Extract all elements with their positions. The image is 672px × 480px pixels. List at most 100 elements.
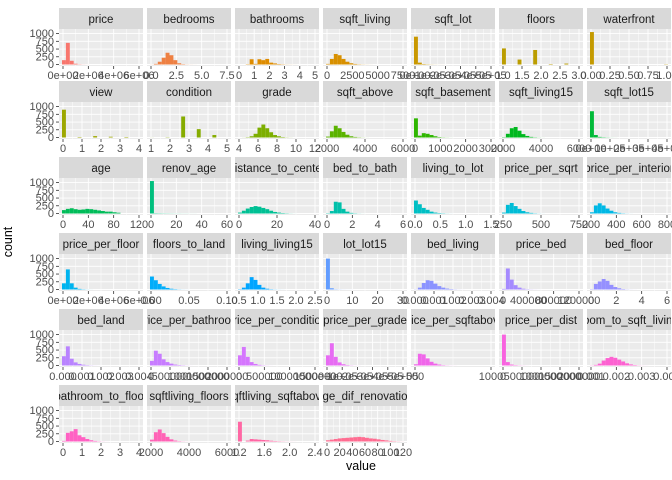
x-tick-label: 40 (82, 219, 94, 231)
histogram-bar (502, 212, 506, 214)
facet-strip-label: age_dif_renovation (316, 391, 414, 403)
y-tick-label: 0 (48, 132, 54, 144)
histogram-bar (329, 288, 334, 290)
facet-strip (59, 233, 143, 254)
histogram-bar (353, 136, 358, 138)
x-tick-label: 1e+05 (595, 143, 626, 155)
histogram-bar (329, 439, 334, 442)
facet-strip-label: price_per_floor (63, 239, 140, 251)
facet-lot-lot15: lot_lot15 0 10 20 30 (323, 233, 409, 307)
facet-strip-label: view (89, 87, 113, 99)
histogram-bar (150, 439, 154, 442)
y-tick-label: 750 (36, 413, 54, 425)
y-tick-label: 1000 (30, 28, 54, 40)
x-tick-label: 1 (79, 447, 85, 459)
histogram-bar (529, 136, 534, 138)
histogram-bar (65, 346, 70, 366)
histogram-bar (77, 288, 82, 290)
y-tick-label: 750 (36, 337, 54, 349)
histogram-bar (241, 346, 246, 366)
facet-strip-label: age (91, 163, 110, 175)
x-tick-label: 1.5 (514, 70, 529, 82)
x-tick-label: 4 (639, 295, 645, 307)
histogram-bar (597, 203, 602, 214)
facet-bed-to-bath: bed_to_bath 0 2 4 6 (323, 157, 407, 231)
histogram-bar (597, 363, 602, 366)
x-tick-label: 2000000 (206, 371, 249, 383)
facet-strip-label: price (89, 14, 114, 26)
y-tick-label: 750 (36, 109, 54, 121)
x-tick-label: 0.004 (125, 371, 153, 383)
histogram-bar (525, 135, 530, 138)
histogram-bar (93, 136, 98, 138)
histogram-bar (257, 439, 262, 442)
histogram-bar (81, 209, 86, 214)
y-tick-label: 250 (36, 428, 54, 440)
histogram-bar (357, 436, 362, 442)
histogram-bar (261, 207, 266, 214)
histogram-bar (505, 362, 510, 366)
y-axis-title: count (1, 226, 15, 257)
histogram-bar (437, 364, 442, 366)
x-tick-label: 2000 (315, 143, 339, 155)
histogram-bar (173, 364, 178, 366)
x-tick-label: 500000 (504, 371, 541, 383)
x-tick-label: 6 (255, 143, 261, 155)
x-tick-label: 2 (98, 447, 104, 459)
x-tick-label: 4000 (529, 143, 553, 155)
facet-strip-label: living_living15 (241, 239, 313, 251)
x-tick-label: 0e+00 (400, 70, 431, 82)
x-tick-label: 2.5 (307, 295, 322, 307)
x-tick-label: 4000 (353, 143, 377, 155)
y-tick-label: 500 (36, 193, 54, 205)
x-tick-label: 0e+00 (312, 371, 343, 383)
y-tick-label: 0 (48, 208, 54, 220)
histogram-bar (349, 63, 354, 65)
y-tick-label: 250 (36, 124, 54, 136)
y-tick-label: 500 (36, 269, 54, 281)
x-tick-label: 3000 (479, 143, 503, 155)
facet-strip-label: sqft_above (337, 87, 393, 99)
x-tick-label: 4e+05 (460, 70, 491, 82)
facet-strip (499, 8, 583, 29)
x-tick-label: 1500000 (539, 371, 582, 383)
histogram-bar (502, 48, 506, 65)
x-tick-label: 0.003 (458, 295, 486, 307)
x-tick-label: 2.4 (307, 447, 322, 459)
histogram-bar (372, 438, 377, 442)
x-tick-label: 0 (60, 447, 66, 459)
x-tick-label: 8 (274, 143, 280, 155)
facet-strip (323, 81, 407, 102)
histogram-bar (329, 131, 334, 138)
x-tick-label: 0.00 (140, 295, 161, 307)
histogram-bar (157, 61, 162, 65)
histogram-bar (425, 209, 430, 214)
x-tick-label: 1.0 (495, 70, 510, 82)
histogram-bar (153, 63, 158, 65)
histogram-bar (257, 206, 262, 214)
x-tick-label: 0.002 (439, 295, 467, 307)
histogram-bar (245, 440, 250, 442)
y-tick-label: 250 (36, 200, 54, 212)
histogram-bar (257, 364, 262, 366)
x-tick-label: 0.000 (401, 295, 429, 307)
histogram-bar (605, 208, 610, 214)
facet-strip-label: sqftliving_sqftabove (226, 391, 327, 403)
facet-sqftliving-sqftabove: sqftliving_sqftabove 1.2 1.6 2.0 2.4 (226, 385, 327, 459)
histogram-bar (376, 439, 381, 442)
histogram-bar (89, 440, 94, 442)
histogram-bar (417, 62, 422, 65)
facet-living-living15: living_living15 0.5 1.0 1.5 2.0 2.5 (231, 233, 323, 307)
facet-strip (587, 309, 671, 330)
x-tick-label: 3 (282, 70, 288, 82)
histogram-bar (77, 435, 82, 442)
histogram-bar (249, 277, 254, 290)
x-tick-label: 0.05 (178, 295, 199, 307)
x-tick-label: 3.0 (571, 70, 586, 82)
histogram-bar (417, 204, 422, 214)
x-tick-label: 0 (412, 143, 418, 155)
facet-strip-label: lot_lot15 (343, 239, 386, 251)
histogram-bar (245, 208, 250, 214)
